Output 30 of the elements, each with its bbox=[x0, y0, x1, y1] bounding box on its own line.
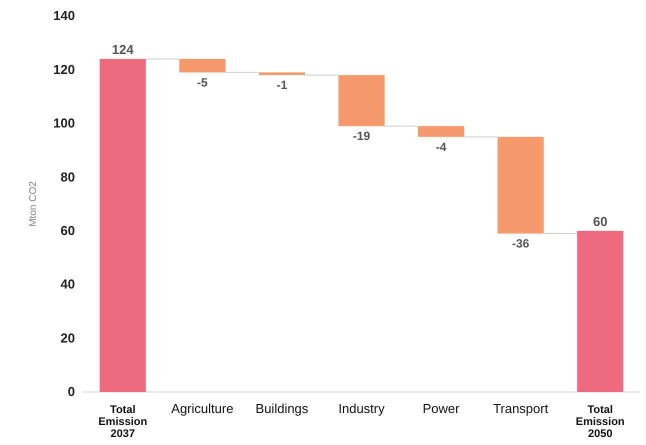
y-axis-title: Mton CO2 bbox=[28, 180, 39, 227]
bar bbox=[179, 58, 226, 72]
bar bbox=[100, 58, 146, 392]
y-tick-label: 140 bbox=[53, 8, 75, 24]
x-tick-label: Agriculture bbox=[171, 401, 234, 416]
data-label: -36 bbox=[512, 236, 530, 251]
x-tick-label: Total Emission 2050 bbox=[576, 404, 625, 440]
y-tick-label: 20 bbox=[60, 330, 75, 346]
bar bbox=[418, 126, 464, 137]
data-label: -4 bbox=[436, 140, 447, 154]
y-tick-label: 60 bbox=[60, 223, 75, 238]
bar bbox=[498, 136, 544, 234]
x-tick-label: Industry bbox=[338, 401, 386, 416]
y-tick-label: 40 bbox=[60, 276, 75, 292]
y-tick-label: 0 bbox=[68, 384, 75, 400]
y-tick-label: 120 bbox=[53, 62, 75, 77]
bar bbox=[258, 72, 306, 76]
bar bbox=[338, 75, 385, 126]
data-label: -1 bbox=[276, 78, 288, 92]
x-tick-label: Total Emission 2037 bbox=[98, 404, 148, 440]
data-label: -19 bbox=[352, 129, 370, 144]
x-tick-label: Transport bbox=[493, 401, 549, 416]
x-tick-label: Buildings bbox=[256, 401, 309, 416]
bar bbox=[577, 230, 624, 392]
data-label: -5 bbox=[197, 75, 208, 90]
data-label: 124 bbox=[112, 42, 134, 57]
data-label: 60 bbox=[592, 214, 608, 229]
y-tick-label: 80 bbox=[60, 169, 75, 184]
y-tick-label: 100 bbox=[53, 116, 75, 131]
x-tick-label: Power bbox=[422, 401, 460, 416]
